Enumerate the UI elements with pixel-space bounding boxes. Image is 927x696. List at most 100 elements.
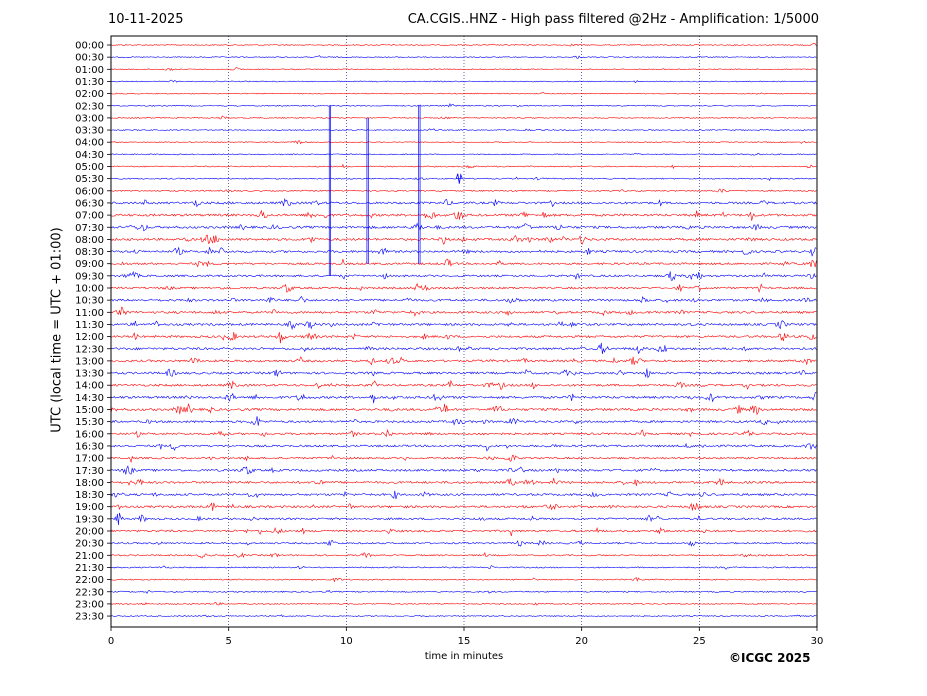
y-tick-label: 21:00 [75,551,104,562]
event-spike-2 [366,117,369,264]
trace-row-0100 [110,67,817,71]
y-tick-label: 01:00 [75,65,104,76]
trace-row-0600 [110,188,817,194]
trace-row-0700 [110,209,817,221]
y-tick-label: 19:30 [75,514,104,525]
date-label: 10-11-2025 [108,12,184,27]
trace-row-1000 [110,283,817,293]
y-tick-label: 23:30 [75,612,104,623]
y-tick-label: 16:30 [75,441,104,452]
y-tick-label: 22:00 [75,575,104,586]
trace-row-0130 [110,79,817,83]
x-tick-layer: 0 5 10 15 20 25 30 [108,627,824,647]
trace-row-0430 [110,152,817,156]
trace-row-0230 [110,102,817,108]
y-tick-label: 04:00 [75,138,104,149]
trace-row-1630 [110,442,817,452]
trace-row-0930 [110,270,817,281]
trace-row-1900 [110,502,817,511]
trace-row-1230 [110,342,817,355]
trace-row-1500 [110,402,817,416]
trace-row-0830 [110,246,817,257]
y-tick-label: 00:30 [75,53,104,64]
y-tick-label: 14:00 [75,381,104,392]
y-tick-label: 17:30 [75,466,104,477]
trace-row-0000 [110,43,817,47]
y-tick-label: 04:30 [75,150,104,161]
y-tick-label: 13:30 [75,369,104,380]
trace-row-1430 [110,391,817,404]
trace-row-1130 [110,320,817,331]
trace-row-1600 [110,429,817,438]
y-tick-label: 20:30 [75,539,104,550]
y-tick-label: 07:00 [75,211,104,222]
trace-layer [110,43,817,618]
event-spike-4 [455,173,463,184]
y-tick-label: 05:00 [75,162,104,173]
trace-row-1530 [110,416,817,426]
trace-row-1700 [110,454,817,463]
trace-row-0300 [110,115,817,120]
y-tick-label: 11:30 [75,320,104,331]
y-tick-label: 10:00 [75,284,104,295]
y-tick-label: 17:00 [75,454,104,465]
y-tick-label: 20:00 [75,527,104,538]
trace-row-2000 [110,527,817,537]
x-tick-label: 20 [575,636,588,647]
y-tick-label: 22:30 [75,587,104,598]
y-tick-label: 08:30 [75,247,104,258]
y-tick-label: 12:30 [75,344,104,355]
chart-title: CA.CGIS..HNZ - High pass filtered @2Hz -… [407,12,819,27]
x-tick-label: 5 [225,636,231,647]
y-tick-label: 13:00 [75,356,104,367]
trace-row-0900 [110,258,817,268]
trace-row-2100 [110,552,817,559]
y-tick-label: 21:30 [75,563,104,574]
y-tick-label: 15:30 [75,417,104,428]
trace-row-1730 [110,465,817,475]
y-tick-label: 03:30 [75,126,104,137]
trace-row-1300 [110,356,817,366]
trace-row-2130 [110,565,817,570]
event-spike-1 [328,105,332,276]
x-tick-label: 25 [693,636,706,647]
trace-row-0530 [110,176,817,182]
x-tick-label: 0 [108,636,114,647]
y-tick-label: 03:00 [75,113,104,124]
y-tick-label: 01:30 [75,77,104,88]
trace-row-2330 [110,614,817,618]
y-tick-label: 12:00 [75,332,104,343]
trace-row-1400 [110,379,817,390]
trace-row-1800 [110,477,817,486]
trace-row-0630 [110,198,817,208]
y-tick-label: 18:00 [75,478,104,489]
y-tick-label: 06:30 [75,198,104,209]
trace-row-2230 [110,589,817,594]
trace-row-1100 [110,306,817,317]
trace-row-2300 [110,601,817,606]
trace-row-2200 [110,577,817,583]
trace-row-1200 [110,332,817,344]
y-tick-label: 09:00 [75,259,104,270]
event-layer [328,105,463,276]
trace-row-2030 [110,539,817,547]
y-tick-label: 00:00 [75,41,104,52]
trace-row-0500 [110,163,817,169]
trace-row-0330 [110,128,817,131]
trace-row-0200 [110,92,817,95]
y-tick-label: 06:00 [75,186,104,197]
y-tick-label: 19:00 [75,502,104,513]
trace-row-1330 [110,368,817,379]
trace-row-0800 [110,234,817,245]
copyright-label: ©ICGC 2025 [729,651,811,665]
y-tick-label: 15:00 [75,405,104,416]
trace-row-0400 [110,140,817,145]
x-tick-label: 30 [811,636,824,647]
trace-row-1830 [110,490,817,500]
trace-row-1030 [110,295,817,304]
y-tick-label: 18:30 [75,490,104,501]
y-tick-label: 11:00 [75,308,104,319]
plot-frame [110,35,818,628]
y-tick-label: 23:00 [75,599,104,610]
